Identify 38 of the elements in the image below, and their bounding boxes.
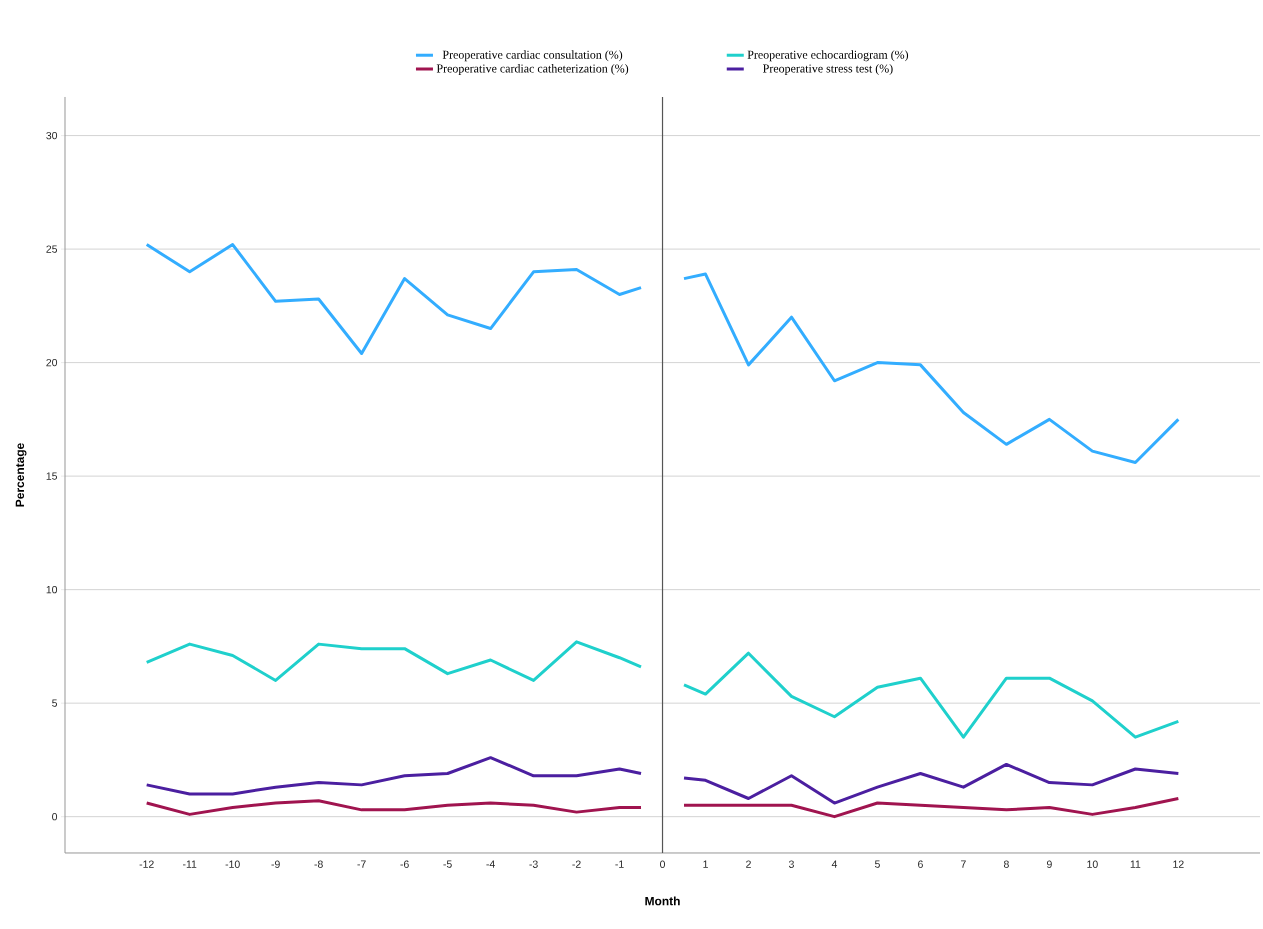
x-tick-label: 9 — [1046, 860, 1052, 868]
x-tick-label: -8 — [314, 860, 323, 868]
x-tick-label: 0 — [660, 860, 666, 868]
y-tick-label: 0 — [52, 812, 58, 821]
x-tick-label: -11 — [182, 860, 197, 868]
x-tick-label: -2 — [572, 860, 581, 868]
legend-label: Preoperative stress test (%) — [763, 64, 893, 75]
x-tick-label: -7 — [357, 860, 366, 868]
x-tick-label: -9 — [271, 860, 280, 868]
x-tick-label: 2 — [746, 860, 751, 868]
y-tick-label: 20 — [46, 358, 58, 367]
x-tick-label: -6 — [400, 860, 409, 868]
x-tick-label: -3 — [529, 860, 538, 868]
y-tick-label: 30 — [46, 131, 58, 140]
x-axis-title: Month — [645, 896, 680, 906]
x-tick-label: -1 — [615, 860, 624, 868]
x-tick-label: -5 — [443, 860, 452, 868]
x-tick-label: 11 — [1130, 860, 1141, 868]
x-tick-label: 4 — [831, 860, 838, 868]
x-tick-label: -4 — [486, 860, 495, 868]
y-axis-title: Percentage — [15, 443, 27, 507]
x-tick-label: -10 — [225, 860, 240, 868]
x-tick-label: 5 — [874, 860, 880, 868]
x-tick-label: 8 — [1003, 860, 1009, 868]
legend-label: Preoperative echocardiogram (%) — [747, 50, 909, 62]
legend-label: Preoperative cardiac catheterization (%) — [436, 64, 629, 75]
y-tick-label: 5 — [52, 699, 58, 707]
x-tick-label: 1 — [703, 860, 708, 868]
y-tick-label: 25 — [46, 245, 58, 253]
x-tick-label: 10 — [1087, 860, 1098, 868]
y-tick-label: 15 — [46, 472, 58, 480]
x-tick-label: -12 — [139, 860, 154, 868]
x-tick-label: 7 — [961, 860, 966, 868]
x-tick-label: 3 — [788, 860, 794, 868]
legend-label: Preoperative cardiac consultation (%) — [442, 50, 623, 62]
y-tick-label: 10 — [46, 585, 58, 594]
x-tick-label: 12 — [1173, 860, 1184, 868]
x-tick-label: 6 — [918, 860, 923, 868]
